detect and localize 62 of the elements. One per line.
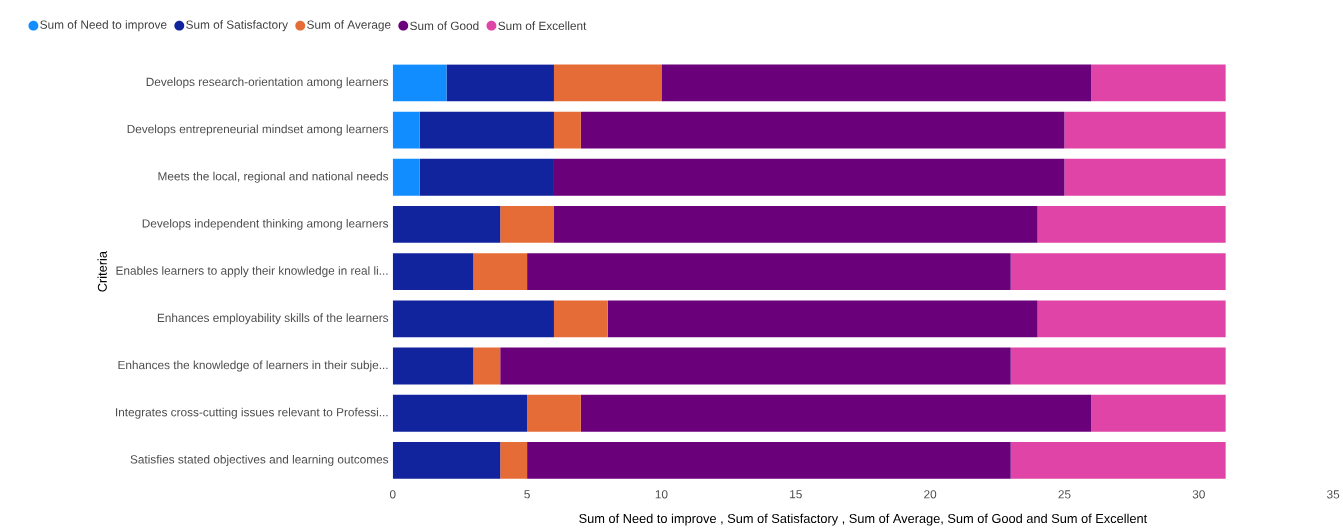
x-tick-label: 5 [524,489,530,499]
bar [392,64,447,102]
x-tick-label: 20 [924,489,937,499]
legend-label: Sum of Need to improve [40,19,167,31]
bar [553,205,1038,243]
bar [392,111,420,149]
y-tick-label: Enhances the knowledge of learners in their subje... [118,360,388,372]
bar [500,205,554,243]
y-tick-label: Develops research-orientation among learners [146,77,389,89]
bar [500,441,528,479]
bar [553,300,608,338]
bar [419,111,554,149]
y-tick-label: Enhances employability skills of the learners [157,313,389,325]
bar [1010,441,1226,479]
x-tick-label: 35 [1327,489,1340,499]
bar [392,441,501,479]
bar [1091,64,1226,102]
bar [607,300,1038,338]
legend-label: Sum of Average [307,19,391,31]
x-tick-label: 10 [655,489,668,499]
bar [392,300,554,338]
bar [1064,158,1226,196]
y-tick-label: Integrates cross-cutting issues relevant to Professi... [116,407,388,419]
x-axis-title: Sum of Need to improve , Sum of Satisfactory , Sum of Average, Sum of Good and Sum of Excellent [579,513,1148,526]
x-tick-label: 15 [790,489,802,499]
bar [473,253,528,290]
bar [527,394,581,432]
y-tick-label: Enables learners to apply their knowledge in real li... [116,265,388,277]
bar [1037,205,1226,243]
bar [1010,253,1226,290]
x-tick-label: 25 [1058,489,1071,499]
y-tick-label: Satisfies stated objectives and learning outcomes [130,454,389,466]
y-tick-label: Develops entrepreneurial mindset among learners [127,124,389,136]
y-tick-label: Develops independent thinking among learners [142,218,389,230]
bar [392,394,528,432]
bar [392,347,474,385]
bar [1037,300,1226,338]
bar [553,158,1065,196]
legend-label: Sum of Excellent [498,21,587,30]
bar [527,441,1011,479]
y-axis-title: Criteria [97,250,107,292]
bar [392,253,474,290]
bar [580,111,1065,149]
legend-label: Sum of Satisfactory [186,19,288,31]
bar [661,64,1092,102]
bar [446,64,554,102]
bar [527,253,1011,290]
bar [473,347,501,385]
bar [419,158,554,196]
bar [500,347,1011,385]
bar [580,394,1092,432]
bar [392,205,501,243]
bar [1064,111,1226,149]
bar [553,111,581,149]
bar [1010,347,1226,385]
bar [553,64,662,102]
x-tick-label: 0 [389,489,396,499]
bar [1091,394,1226,432]
bar [392,158,420,196]
y-tick-label: Meets the local, regional and national needs [158,171,389,183]
x-tick-label: 30 [1192,489,1205,499]
legend-label: Sum of Good [410,21,479,30]
